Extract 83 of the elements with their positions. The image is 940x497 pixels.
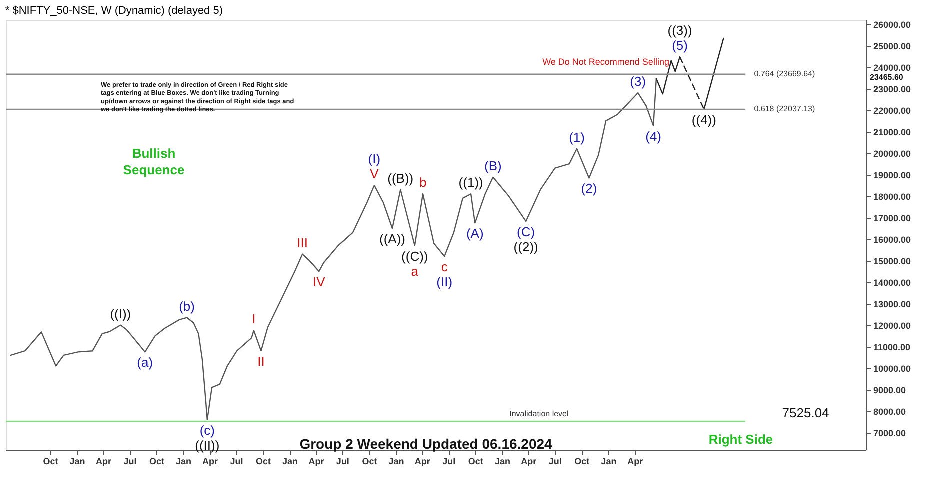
annotation: ((I)) [110, 306, 132, 322]
y-tick-label: 9000.00 [874, 385, 906, 396]
annotation: III [297, 235, 308, 250]
ref-line-label: Invalidation level [510, 410, 569, 419]
annotation: II [258, 354, 265, 370]
y-tick-label: 21000.00 [874, 127, 912, 138]
x-tick-label: Apr [308, 456, 325, 466]
annotation: (1) [569, 130, 585, 145]
x-tick-label: Oct [468, 456, 484, 466]
text: 23465.60 [870, 72, 904, 82]
annotation: ((B)) [388, 170, 414, 186]
y-tick-label: 24000.00 [874, 62, 912, 73]
y-tick-label: 23000.00 [874, 84, 912, 94]
annotation: We Do Not Recommend Selling [542, 57, 670, 67]
annotation: Right Side [708, 432, 774, 447]
chart-title: * $NIFTY_50-NSE, W (Dynamic) (delayed 5) [5, 5, 224, 17]
x-tick-label: Oct [43, 456, 58, 466]
annotation: V [370, 166, 380, 182]
x-tick-label: Jul [230, 456, 244, 466]
annotation: (b) [179, 298, 195, 314]
annotation: (A) [466, 226, 484, 242]
annotation: IV [313, 274, 326, 290]
annotation: c [441, 260, 448, 274]
annotation: (I) [368, 152, 381, 167]
annotation: (4) [646, 128, 662, 144]
y-tick-label: 12000.00 [874, 320, 912, 331]
x-tick-label: Apr [414, 456, 431, 466]
x-tick-label: Oct [574, 456, 590, 466]
annotation: ((2)) [514, 239, 538, 254]
annotation: ((C)) [402, 248, 428, 264]
annotation: (c) [200, 422, 215, 438]
x-tick-label: Oct [256, 456, 271, 466]
annotation: ((1)) [458, 175, 484, 190]
x-tick-label: Oct [149, 456, 164, 466]
annotation: ((II)) [195, 438, 220, 453]
y-tick-label: 20000.00 [874, 148, 912, 159]
y-tick-label: 18000.00 [874, 192, 912, 202]
y-tick-label: 13000.00 [874, 299, 912, 310]
annotation: a [411, 264, 420, 279]
x-tick-label: Jul [548, 456, 562, 466]
annotation: ((4)) [692, 112, 716, 128]
x-tick-label: Jul [124, 456, 137, 466]
annotation: (C) [517, 224, 536, 240]
x-tick-label: Apr [628, 456, 644, 466]
x-tick-label: Apr [96, 456, 112, 466]
y-tick-label: 26000.00 [874, 20, 912, 30]
x-tick-label: Jan [601, 456, 617, 466]
x-tick-label: Jan [282, 456, 298, 466]
annotation: Group 2 Weekend Updated 06.16.2024 [300, 436, 553, 452]
annotation: (5) [672, 38, 688, 54]
annotation: ((A)) [379, 232, 406, 247]
y-tick-label: 25000.00 [874, 41, 912, 52]
annotation: b [419, 175, 427, 190]
ref-line-label: 0.764 (23669.64) [754, 69, 816, 78]
x-tick-label: Jul [336, 456, 350, 466]
annotation: (a) [137, 355, 154, 370]
y-tick-label: 8000.00 [874, 406, 906, 417]
y-tick-label: 16000.00 [874, 234, 912, 245]
y-tick-label: 15000.00 [874, 256, 912, 266]
x-tick-label: Apr [202, 456, 218, 466]
annotation: I [252, 312, 256, 327]
annotation: Bullish Sequence [123, 146, 185, 178]
x-tick-label: Jan [176, 456, 192, 466]
x-tick-label: Jan [388, 456, 404, 466]
y-tick-label: 17000.00 [874, 213, 912, 224]
annotation: (B) [484, 158, 502, 174]
annotation: (3) [630, 74, 646, 90]
y-tick-label: 22000.00 [874, 106, 912, 116]
y-tick-label: 11000.00 [874, 342, 911, 352]
y-tick-label: 19000.00 [874, 170, 912, 180]
y-tick-label: 7000.00 [874, 428, 906, 438]
annotation: ((3)) [668, 23, 692, 38]
x-tick-label: Jan [494, 456, 510, 466]
annotation: (II) [436, 274, 453, 290]
x-tick-label: Oct [362, 456, 378, 466]
ref-line-label: 0.618 (22037.13) [754, 104, 816, 114]
x-tick-label: Apr [521, 456, 538, 466]
y-tick-label: 10000.00 [874, 364, 912, 374]
annotation: 7525.04 [782, 406, 830, 421]
annotation: (2) [581, 181, 598, 196]
x-tick-label: Jul [442, 456, 456, 466]
x-tick-label: Jan [70, 456, 86, 466]
y-tick-label: 14000.00 [874, 278, 912, 288]
